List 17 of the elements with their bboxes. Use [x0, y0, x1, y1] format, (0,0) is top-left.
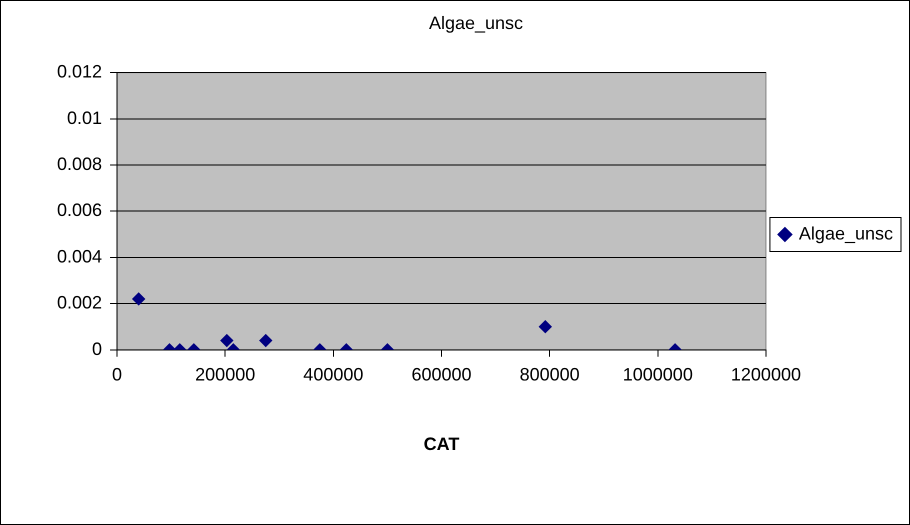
x-tick-label: 200000: [195, 364, 256, 385]
x-tick-label: 800000: [520, 364, 580, 385]
x-tick-label: 0: [112, 364, 122, 385]
x-tick-label: 1200000: [730, 364, 801, 385]
y-tick-label: 0.008: [56, 154, 102, 174]
x-tick-label: 1000000: [622, 364, 693, 385]
chart-title: Algae_unsc: [428, 12, 524, 33]
y-tick-label: 0.004: [56, 246, 102, 266]
y-tick-label: 0.006: [56, 200, 102, 220]
y-tick-label: 0.01: [66, 108, 102, 128]
y-tick-label: 0: [92, 338, 102, 359]
x-tick-label: 600000: [411, 364, 472, 385]
y-tick-label: 0.012: [56, 62, 102, 82]
legend-label: Algae_unsc: [798, 223, 894, 244]
y-tick-label: 0.002: [56, 292, 102, 313]
x-axis-title: CAT: [424, 434, 460, 454]
x-tick-label: 400000: [303, 364, 364, 385]
